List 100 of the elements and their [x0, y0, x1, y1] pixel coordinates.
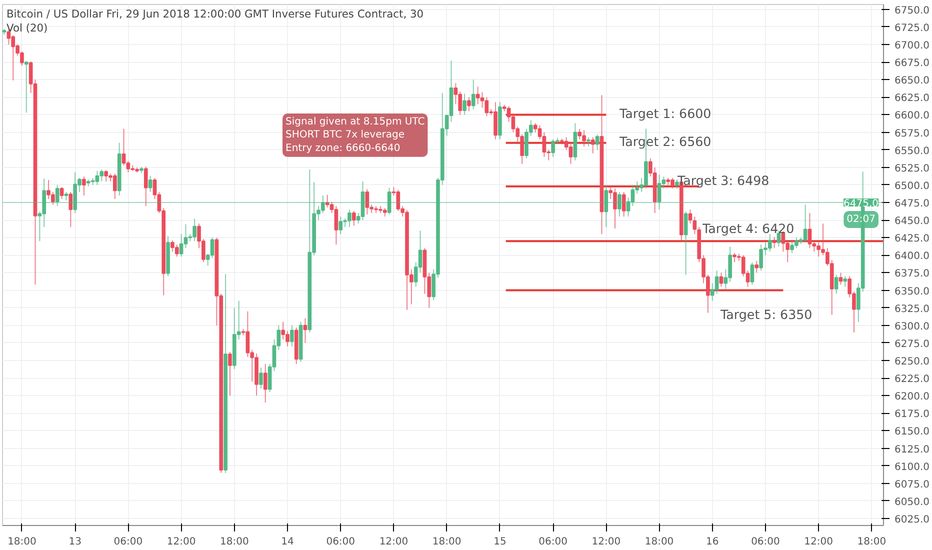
candlestick — [484, 96, 489, 117]
candlestick — [42, 178, 46, 228]
y-tick-label: 6300.0 — [894, 321, 930, 332]
candlestick — [174, 244, 179, 258]
annotation: Target 4: 6420 — [702, 221, 794, 236]
candlestick — [122, 128, 126, 166]
candlestick — [60, 186, 64, 200]
candlestick — [675, 178, 679, 189]
annotation: Signal given at 8.15pm UTC SHORT BTC 7x leverage Entry zone: 6660-6640 — [286, 116, 425, 154]
y-tick-label: 6175.0 — [894, 409, 930, 420]
candlestick — [338, 216, 343, 235]
candlestick — [568, 144, 573, 164]
y-tick-label: 6025.0 — [894, 514, 930, 526]
x-tick-label: 18:00 — [8, 536, 36, 548]
x-tick-label: 14 — [281, 536, 294, 548]
y-tick-label: 6750.0 — [894, 5, 930, 16]
candlestick — [82, 176, 86, 196]
candlestick — [772, 236, 776, 249]
candlestick — [684, 211, 688, 276]
candlestick — [714, 270, 719, 294]
x-tick-label: 18:00 — [644, 536, 674, 548]
candlestick — [750, 262, 754, 286]
candlestick — [604, 184, 608, 228]
x-tick-label: 18:00 — [432, 536, 462, 548]
y-tick-label: 6625.0 — [894, 93, 930, 104]
candlestick — [148, 175, 152, 192]
y-tick-label: 6575.0 — [894, 128, 930, 140]
y-tick-label: 6525.0 — [894, 163, 930, 174]
candlestick — [692, 216, 697, 235]
candlestick — [290, 324, 294, 347]
candlestick — [24, 60, 28, 114]
x-tick-label: 12:00 — [592, 536, 621, 548]
candlestick — [100, 169, 104, 182]
x-tick-label: 13 — [68, 536, 82, 548]
candlestick — [719, 272, 724, 288]
candlestick — [578, 128, 582, 140]
candlestick — [586, 136, 590, 147]
x-tick-label: 12:00 — [166, 536, 196, 548]
x-tick-label: 06:00 — [751, 536, 780, 548]
y-tick-label: 6100.0 — [894, 462, 930, 473]
candlestick — [68, 191, 73, 228]
annotation: Target 3: 6498 — [676, 173, 770, 188]
y-tick-label: 6475.0 — [894, 198, 930, 210]
y-tick-label: 6050.0 — [894, 496, 930, 508]
y-tick-label: 6550.0 — [894, 146, 930, 157]
y-tick-label: 6250.0 — [894, 356, 930, 368]
x-tick-label: 18:00 — [220, 536, 249, 548]
x-tick-label: 18:00 — [857, 536, 886, 548]
candlestick — [768, 234, 772, 252]
x-tick-label: 06:00 — [538, 536, 568, 548]
y-tick-label: 6375.0 — [894, 268, 930, 280]
x-tick-label: 16 — [706, 536, 719, 548]
candlestick — [303, 318, 308, 344]
candlestick — [112, 173, 117, 200]
candlestick — [210, 237, 214, 258]
candlestick — [803, 204, 808, 244]
candlestick — [533, 122, 538, 133]
candlestick — [259, 367, 263, 390]
candlestick — [246, 310, 250, 358]
y-tick-label: 6650.0 — [894, 76, 930, 87]
candlestick — [179, 234, 184, 258]
candlestick — [542, 132, 546, 158]
candlestick — [657, 174, 662, 210]
candlestick — [281, 321, 286, 340]
y-tick-label: 6350.0 — [894, 286, 930, 298]
candlestick — [834, 274, 838, 294]
candlestick — [688, 209, 692, 224]
x-tick-label: 12:00 — [379, 536, 408, 548]
annotation: Target 1: 6600 — [618, 106, 712, 121]
y-tick-label: 6400.0 — [894, 251, 930, 262]
candlestick — [144, 166, 148, 207]
candlestick — [95, 170, 100, 186]
y-tick-label: 6700.0 — [894, 40, 930, 52]
y-tick-label: 6275.0 — [894, 338, 930, 350]
candlestick — [838, 272, 843, 286]
candlestick — [387, 187, 392, 215]
y-tick-label: 6675.0 — [894, 58, 930, 70]
candlestick — [462, 93, 466, 116]
x-tick-label: 12:00 — [804, 536, 834, 548]
y-tick-label: 6225.0 — [894, 374, 930, 386]
x-tick-label: 06:00 — [114, 536, 143, 548]
candlestick — [467, 96, 471, 112]
x-tick-label: 06:00 — [326, 536, 356, 548]
y-tick-label: 6725.0 — [894, 22, 930, 34]
candlestick — [622, 191, 626, 218]
y-tick-label: 6150.0 — [894, 426, 930, 438]
candlestick — [618, 191, 622, 218]
candlestick — [325, 194, 330, 208]
y-tick-label: 6075.0 — [894, 479, 930, 490]
annotation: Target 5: 6350 — [720, 307, 812, 322]
candlestick — [365, 188, 370, 215]
y-tick-label: 6600.0 — [894, 110, 930, 122]
candlestick — [471, 79, 476, 110]
candlestick — [352, 210, 356, 226]
candlestick — [458, 91, 462, 116]
annotation: Vol (20) — [6, 22, 48, 34]
candlestick — [808, 212, 812, 249]
y-tick-label: 6500.0 — [894, 180, 930, 192]
y-tick-label: 6125.0 — [894, 444, 930, 456]
candlestick — [595, 134, 600, 150]
